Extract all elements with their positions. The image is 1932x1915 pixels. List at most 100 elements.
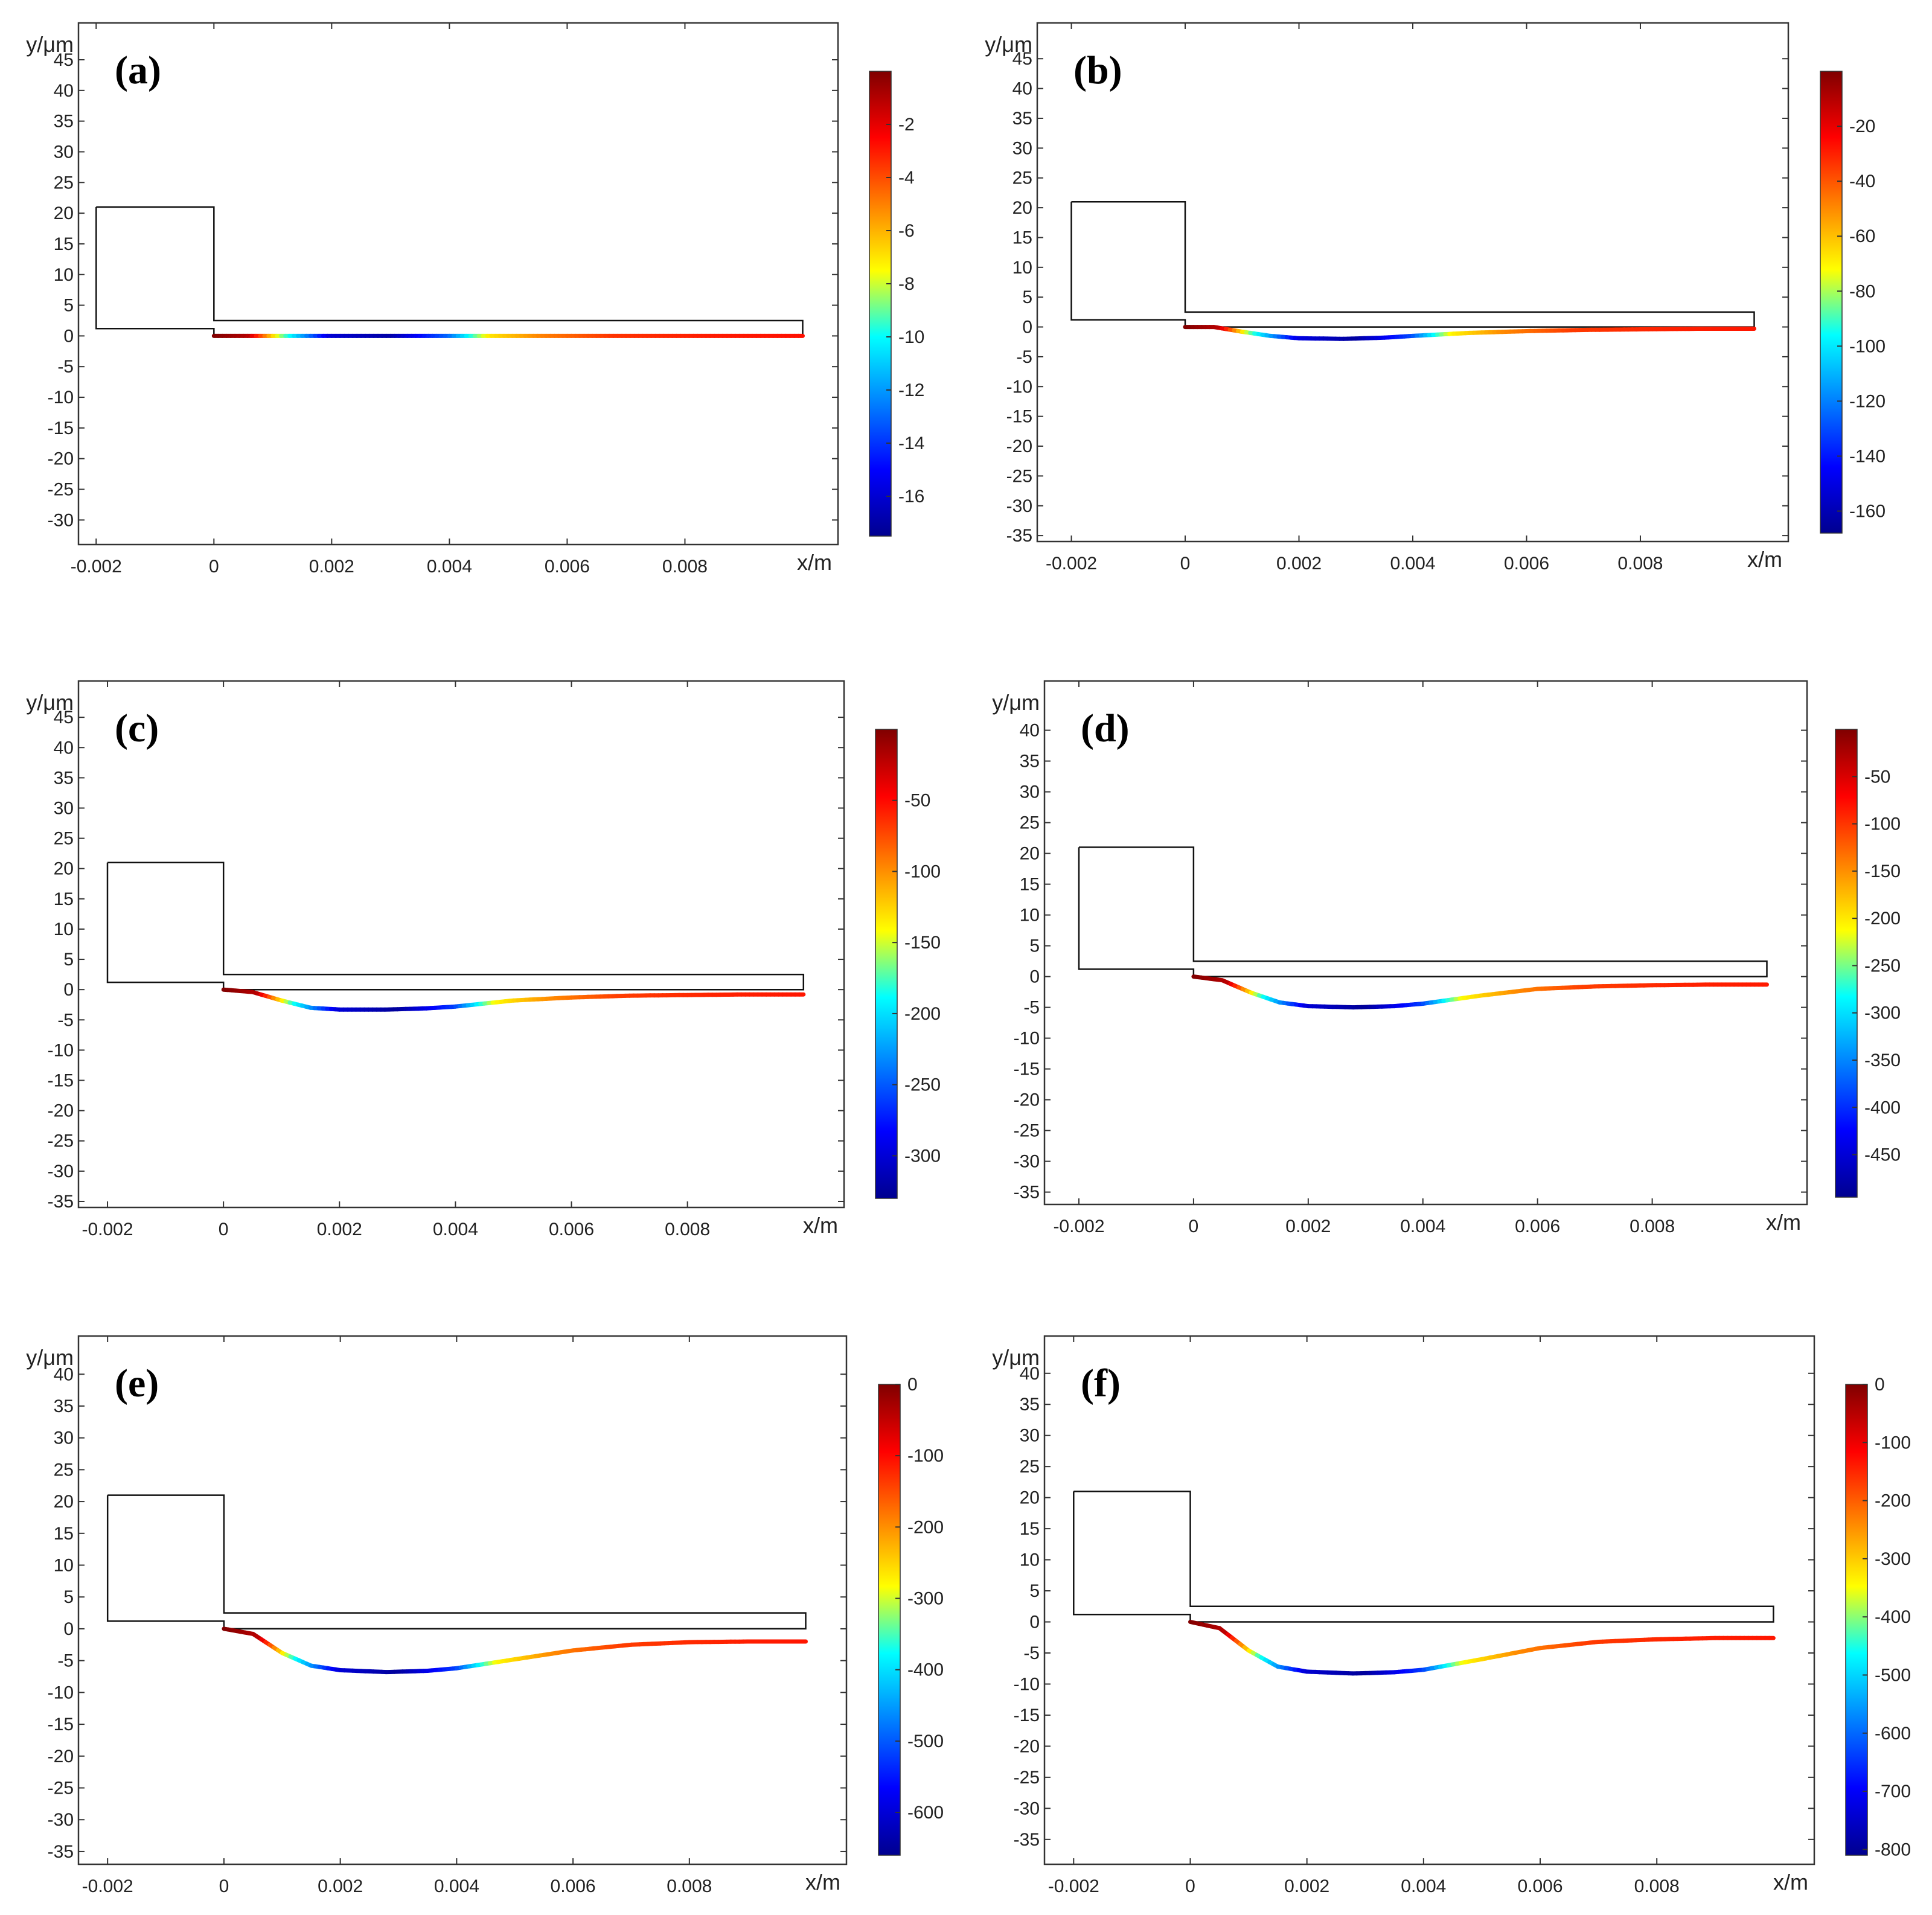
y-tick-label: 30 xyxy=(1020,1426,1040,1446)
y-tick-label: 0 xyxy=(63,980,74,1000)
x-tick-label: 0.008 xyxy=(1630,1216,1675,1236)
colorbar-tick-label: -300 xyxy=(904,1146,941,1166)
x-axis-label: x/m xyxy=(1773,1870,1808,1894)
panel-label: (a) xyxy=(115,48,161,92)
colorbar-tick-label: -20 xyxy=(1849,117,1875,136)
y-tick-label: -35 xyxy=(48,1842,74,1862)
y-tick-label: 5 xyxy=(1022,287,1032,307)
colorbar-tick-label: -400 xyxy=(907,1660,944,1680)
y-tick-label: 35 xyxy=(54,768,74,788)
colorbar xyxy=(875,729,898,1199)
colorbar-tick-label: -4 xyxy=(898,168,915,188)
x-tick-label: 0.008 xyxy=(1617,554,1663,574)
y-tick-label: -10 xyxy=(1006,377,1032,397)
colorbar-tick-label: 0 xyxy=(1875,1375,1885,1395)
y-tick-label: 30 xyxy=(1012,138,1032,158)
y-axis-label: y/μm xyxy=(985,32,1032,57)
device-outline xyxy=(106,862,805,991)
colorbar-tick-label: -100 xyxy=(907,1446,944,1466)
y-tick-label: 10 xyxy=(54,919,74,939)
colorbar-tick-label: -40 xyxy=(1849,171,1875,191)
y-tick-label: 35 xyxy=(1020,1395,1040,1415)
x-tick-label: 0 xyxy=(1180,554,1191,574)
y-tick-label: -20 xyxy=(48,1747,74,1766)
y-tick-label: 15 xyxy=(1020,875,1040,895)
y-tick-label: -35 xyxy=(1006,526,1032,546)
y-tick-label: -15 xyxy=(48,418,74,438)
y-tick-label: 35 xyxy=(54,112,74,132)
y-tick-label: 10 xyxy=(1020,906,1040,926)
y-tick-label: 30 xyxy=(54,1428,74,1448)
y-axis-label: y/μm xyxy=(26,690,74,715)
y-tick-label: -15 xyxy=(48,1715,74,1734)
colorbar-tick-label: 0 xyxy=(907,1375,918,1395)
colorbar-tick-label: -100 xyxy=(904,862,941,881)
colorbar-tick-label: -12 xyxy=(898,380,924,400)
y-tick-label: -35 xyxy=(48,1192,74,1212)
y-tick-label: -20 xyxy=(48,1101,74,1121)
colorbar-tick-label: -300 xyxy=(1864,1003,1901,1023)
x-tick-label: 0.002 xyxy=(1285,1216,1331,1236)
y-tick-label: 0 xyxy=(63,326,74,346)
y-tick-label: 15 xyxy=(1012,228,1032,248)
y-tick-label: -25 xyxy=(48,1778,74,1798)
y-tick-label: 0 xyxy=(1022,318,1032,337)
y-tick-label: 40 xyxy=(54,1364,74,1384)
y-tick-label: -5 xyxy=(1023,998,1040,1018)
panel-label: (d) xyxy=(1081,706,1130,750)
y-tick-label: -15 xyxy=(48,1071,74,1091)
colorbar-tick-label: -60 xyxy=(1849,226,1875,246)
deflection-curve xyxy=(221,987,806,1012)
colorbar-tick-label: -200 xyxy=(1875,1491,1911,1511)
colorbar-tick-label: -50 xyxy=(1864,767,1890,787)
x-tick-label: 0.008 xyxy=(662,557,708,577)
panel-label: (f) xyxy=(1081,1361,1121,1405)
colorbar-tick-label: -150 xyxy=(1864,862,1901,881)
y-tick-label: 25 xyxy=(1020,813,1040,833)
colorbar-tick-label: -350 xyxy=(1864,1050,1901,1070)
colorbar-tick-label: -700 xyxy=(1875,1782,1911,1802)
plot-frame xyxy=(77,22,839,546)
x-tick-label: 0.008 xyxy=(1634,1876,1680,1896)
y-tick-label: -5 xyxy=(1023,1643,1040,1663)
colorbar-tick-label: -300 xyxy=(1875,1549,1911,1569)
deflection-curve xyxy=(1183,325,1756,341)
y-tick-label: 45 xyxy=(1012,49,1032,69)
y-tick-label: -30 xyxy=(48,1162,74,1181)
y-tick-label: 35 xyxy=(1020,752,1040,772)
y-tick-label: -20 xyxy=(1014,1736,1040,1756)
y-tick-label: 15 xyxy=(1020,1519,1040,1539)
y-tick-label: -5 xyxy=(57,357,74,377)
y-tick-label: 35 xyxy=(54,1396,74,1416)
x-tick-label: 0.004 xyxy=(1400,1216,1445,1236)
y-tick-label: -25 xyxy=(48,1131,74,1151)
plot-frame xyxy=(1036,22,1790,543)
y-tick-label: 35 xyxy=(1012,109,1032,129)
x-tick-label: 0.004 xyxy=(427,557,472,577)
y-tick-label: -25 xyxy=(1006,466,1032,486)
plot-frame xyxy=(77,680,845,1209)
y-axis-label: y/μm xyxy=(992,690,1040,715)
y-tick-label: -15 xyxy=(1014,1706,1040,1725)
y-tick-label: -25 xyxy=(1014,1121,1040,1141)
colorbar xyxy=(878,1384,901,1856)
device-outline xyxy=(1078,846,1768,977)
colorbar-tick-label: -150 xyxy=(904,933,941,953)
x-tick-label: -0.002 xyxy=(1053,1216,1104,1236)
y-tick-label: 25 xyxy=(54,829,74,849)
y-tick-label: 0 xyxy=(1029,1613,1040,1632)
y-tick-label: 30 xyxy=(54,142,74,162)
x-tick-label: 0.004 xyxy=(433,1220,478,1239)
y-tick-label: 40 xyxy=(54,81,74,101)
x-tick-label: 0 xyxy=(219,1876,229,1896)
colorbar-tick-label: -100 xyxy=(1875,1433,1911,1453)
y-tick-label: 10 xyxy=(1012,258,1032,278)
colorbar-tick-label: -200 xyxy=(904,1004,941,1024)
y-tick-label: -30 xyxy=(1006,496,1032,516)
x-tick-label: -0.002 xyxy=(1046,554,1097,574)
x-tick-label: 0.006 xyxy=(1504,554,1549,574)
y-tick-label: 15 xyxy=(54,889,74,909)
panel-label: (c) xyxy=(115,706,159,750)
y-tick-label: 40 xyxy=(54,738,74,758)
y-tick-label: 0 xyxy=(63,1619,74,1639)
